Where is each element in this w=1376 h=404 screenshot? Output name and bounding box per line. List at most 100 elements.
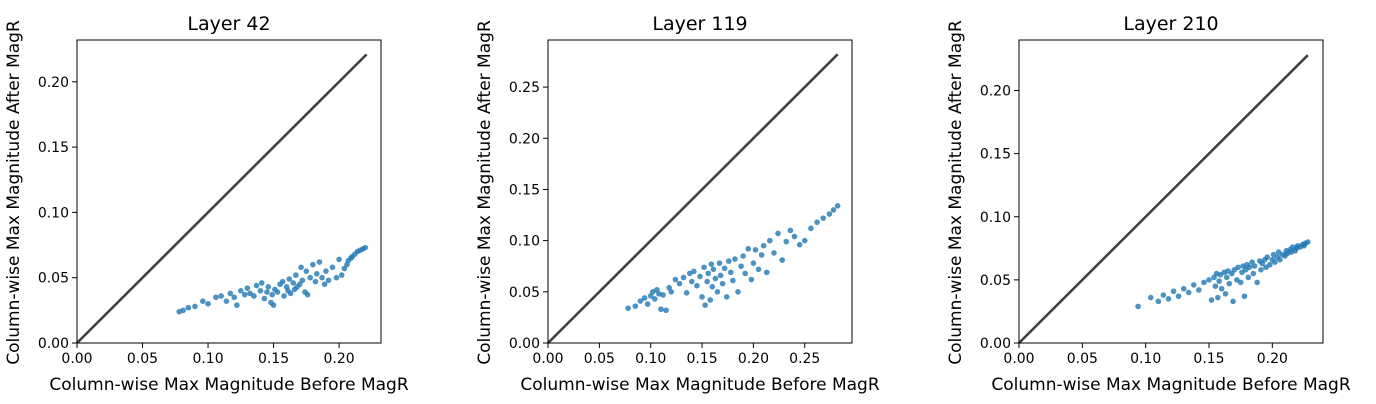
- data-point: [721, 265, 728, 272]
- data-point: [1170, 288, 1177, 295]
- data-point: [1155, 298, 1162, 305]
- data-point: [279, 278, 286, 285]
- data-point: [1230, 298, 1236, 305]
- y-tick-label: 0.05: [980, 273, 1011, 289]
- data-point: [748, 276, 755, 283]
- chart-panel-3: Layer 210 0.00 0.05 0.10 0.15 0.20 0.00 0.05 0.1…: [946, 13, 1351, 395]
- data-point: [728, 269, 734, 276]
- data-point: [1201, 279, 1207, 286]
- data-point: [1251, 263, 1258, 269]
- y-tick-label: 0.15: [509, 182, 540, 198]
- data-point: [694, 282, 700, 289]
- data-point: [264, 289, 270, 295]
- y-tick-label: 0.10: [509, 234, 540, 250]
- x-tick-label: 0.10: [192, 351, 223, 367]
- y-axis-label: Column-wise Max Magnitude After MagR: [946, 20, 966, 365]
- data-point: [735, 289, 741, 295]
- y-tick-label: 0.05: [38, 271, 69, 287]
- data-point: [180, 307, 186, 314]
- data-point: [1305, 239, 1311, 245]
- data-point: [304, 291, 311, 298]
- x-tick-label: 0.25: [789, 351, 820, 367]
- data-point: [652, 296, 658, 302]
- data-point: [763, 269, 770, 276]
- chart-title: Layer 119: [652, 13, 747, 35]
- data-point: [663, 307, 669, 314]
- data-point: [745, 246, 752, 252]
- x-tick-label: 0.00: [61, 351, 92, 367]
- data-point: [658, 306, 664, 313]
- data-point: [247, 290, 253, 297]
- x-tick-label: 0.05: [1067, 351, 1098, 367]
- data-point: [310, 261, 316, 268]
- data-point: [261, 295, 268, 302]
- x-tick-label: 0.05: [127, 351, 158, 367]
- x-tick-label: 0.15: [686, 351, 717, 367]
- data-point: [755, 266, 762, 273]
- data-point: [1175, 293, 1182, 300]
- data-point: [1147, 294, 1154, 301]
- data-point: [796, 241, 803, 248]
- data-point: [716, 260, 723, 266]
- chart-title: Layer 42: [187, 13, 270, 35]
- data-point: [244, 285, 251, 291]
- data-point: [1216, 278, 1222, 284]
- data-point: [714, 289, 721, 295]
- y-tick-label: 0.25: [509, 80, 540, 96]
- data-point: [281, 293, 287, 299]
- data-point: [760, 242, 767, 249]
- data-point: [709, 283, 716, 290]
- data-point: [697, 273, 703, 280]
- data-point: [312, 278, 319, 285]
- y-axis-label: Column-wise Max Magnitude After MagR: [4, 20, 24, 365]
- y-tick-label: 0.10: [38, 205, 69, 221]
- data-point: [758, 252, 765, 258]
- data-point: [1245, 274, 1252, 281]
- x-tick-label: 0.20: [738, 351, 769, 367]
- data-point: [313, 270, 320, 277]
- data-point: [338, 272, 345, 278]
- data-point: [1277, 256, 1283, 263]
- data-point: [257, 287, 264, 294]
- data-point: [192, 303, 198, 310]
- data-point: [730, 277, 736, 284]
- data-point: [1206, 277, 1212, 283]
- data-point: [717, 272, 724, 279]
- data-point: [1235, 264, 1241, 271]
- data-point: [299, 277, 306, 284]
- diagonal-line: [547, 53, 839, 344]
- data-point: [830, 207, 837, 213]
- data-point: [1241, 293, 1248, 300]
- data-point: [808, 225, 814, 232]
- axes-frame: [76, 39, 382, 344]
- data-point: [362, 244, 369, 251]
- data-point: [708, 261, 715, 267]
- data-point: [767, 237, 773, 244]
- data-point: [1264, 254, 1271, 260]
- x-tick-label: 0.15: [1193, 351, 1224, 367]
- data-point: [231, 294, 238, 301]
- data-point: [779, 257, 785, 263]
- data-point: [787, 227, 794, 234]
- data-point: [704, 278, 710, 285]
- data-point: [738, 263, 744, 270]
- data-point: [791, 233, 798, 240]
- y-tick-label: 0.15: [38, 140, 69, 156]
- data-point: [814, 219, 820, 226]
- data-point: [333, 274, 340, 281]
- data-point: [1135, 303, 1141, 310]
- data-point: [1272, 259, 1278, 266]
- data-point: [223, 298, 230, 305]
- y-axis-label: Column-wise Max Magnitude After MagR: [475, 20, 495, 365]
- x-tick-label: 0.10: [635, 351, 666, 367]
- data-point: [660, 292, 666, 298]
- data-point: [702, 302, 708, 308]
- data-point: [725, 258, 732, 264]
- data-point: [218, 293, 224, 299]
- x-tick-label: 0.00: [532, 351, 563, 367]
- data-point: [321, 281, 328, 288]
- data-point: [270, 302, 277, 308]
- chart-title: Layer 210: [1123, 13, 1218, 35]
- data-point: [1165, 296, 1172, 302]
- data-point: [691, 268, 697, 275]
